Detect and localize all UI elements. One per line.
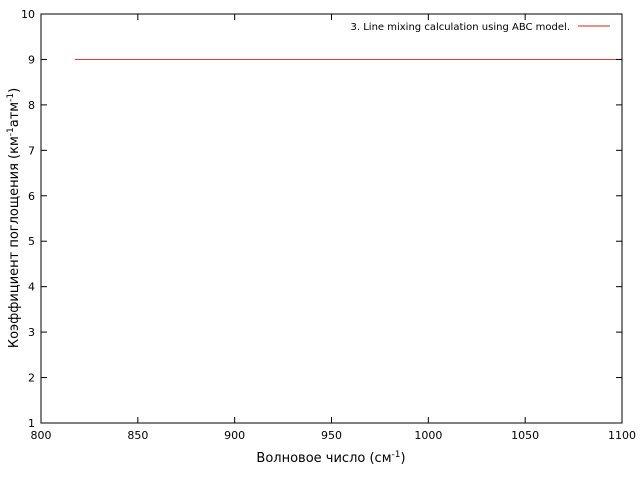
y-tick-label: 3 <box>28 326 35 339</box>
x-tick-label: 850 <box>127 429 148 442</box>
y-tick-label: 1 <box>28 417 35 430</box>
x-tick-label: 1100 <box>608 429 636 442</box>
legend-label: 3. Line mixing calculation using ABC mod… <box>351 22 571 33</box>
x-tick-label: 900 <box>224 429 245 442</box>
y-tick-label: 4 <box>28 281 35 294</box>
x-tick-label: 800 <box>31 429 52 442</box>
x-tick-label: 1050 <box>511 429 539 442</box>
y-tick-label: 5 <box>28 235 35 248</box>
y-axis: 1 2 3 4 5 6 7 8 9 10 <box>21 8 622 430</box>
x-tick-label: 950 <box>321 429 342 442</box>
y-tick-label: 9 <box>28 53 35 66</box>
y-tick-label: 7 <box>28 144 35 157</box>
x-axis: 800 850 900 950 1000 1050 1100 <box>31 14 636 442</box>
y-tick-label: 2 <box>28 372 35 385</box>
y-tick-label: 8 <box>28 99 35 112</box>
y-tick-label: 6 <box>28 190 35 203</box>
x-tick-label: 1000 <box>414 429 442 442</box>
y-axis-title: Коэффициент поглощения (км-1атм-1) <box>6 88 22 348</box>
legend: 3. Line mixing calculation using ABC mod… <box>351 22 610 33</box>
y-tick-label: 10 <box>21 8 35 21</box>
x-axis-title: Волновое число (см-1) <box>256 450 405 466</box>
